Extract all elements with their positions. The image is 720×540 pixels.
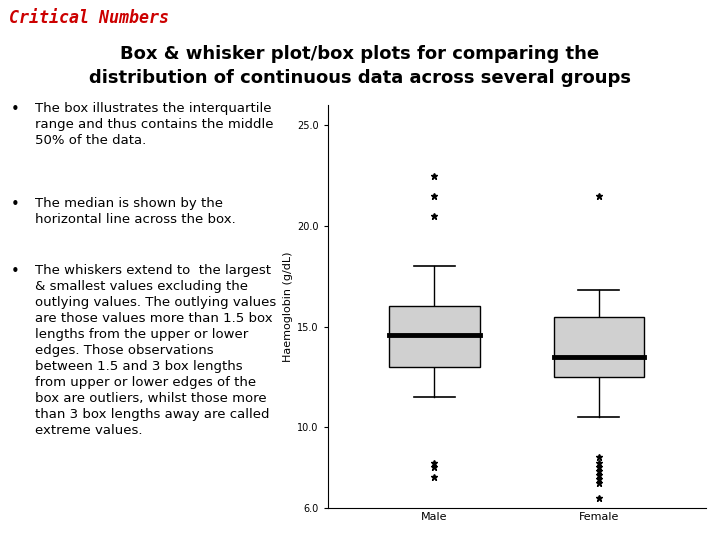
Text: The whiskers extend to  the largest
& smallest values excluding the
outlying val: The whiskers extend to the largest & sma…	[35, 264, 276, 437]
Text: •: •	[10, 102, 19, 117]
Text: The median is shown by the
horizontal line across the box.: The median is shown by the horizontal li…	[35, 198, 236, 226]
Text: The box illustrates the interquartile
range and thus contains the middle
50% of : The box illustrates the interquartile ra…	[35, 102, 274, 146]
Bar	[390, 307, 480, 367]
Text: •: •	[10, 198, 19, 212]
Text: •: •	[10, 264, 19, 279]
Text: Box & whisker plot/box plots for comparing the
distribution of continuous data a: Box & whisker plot/box plots for compari…	[89, 45, 631, 87]
Bar	[554, 316, 644, 377]
Y-axis label: Haemoglobin (g/dL): Haemoglobin (g/dL)	[283, 251, 293, 362]
Text: Critical Numbers: Critical Numbers	[9, 9, 168, 26]
